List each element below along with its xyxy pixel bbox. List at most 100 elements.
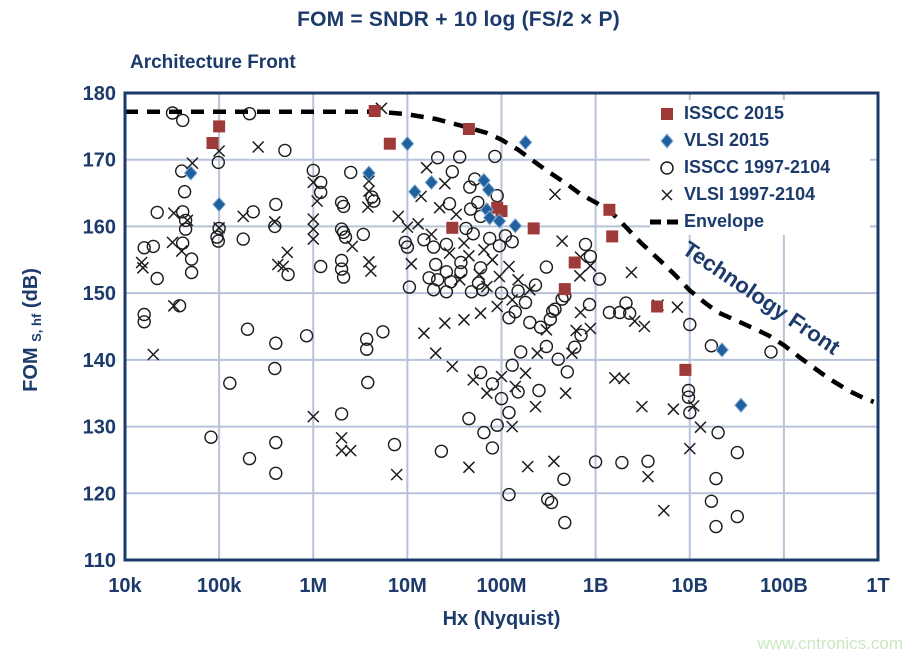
- point-isscc-1997-2104: [281, 267, 295, 282]
- point-isscc-1997-2104: [212, 221, 226, 236]
- point-vlsi-1997-2104: [635, 400, 648, 413]
- point-isscc-1997-2104: [683, 317, 697, 332]
- point-isscc-2015: [603, 203, 616, 216]
- point-isscc-1997-2104: [150, 271, 164, 286]
- legend-item-vlsi-2015: VLSI 2015: [650, 127, 870, 154]
- point-vlsi-1997-2104: [433, 201, 446, 214]
- point-isscc-1997-2104: [583, 249, 598, 264]
- x-tick-label: 100k: [197, 575, 242, 597]
- point-isscc-1997-2104: [306, 163, 320, 178]
- point-isscc-1997-2104: [683, 405, 697, 420]
- point-isscc-1997-2104: [485, 377, 500, 391]
- point-isscc-1997-2104: [422, 271, 436, 285]
- point-isscc-2015: [206, 137, 219, 149]
- y-tick-label: 130: [83, 417, 116, 439]
- point-isscc-1997-2104: [426, 283, 441, 297]
- point-vlsi-1997-2104: [625, 266, 638, 279]
- point-isscc-1997-2104: [578, 237, 593, 252]
- point-vlsi-1997-2104: [420, 161, 433, 174]
- point-isscc-1997-2104: [588, 455, 603, 469]
- y-axis-title: FOM S, hf (dB): [20, 268, 44, 392]
- point-isscc-2015: [446, 221, 459, 234]
- point-vlsi-1997-2104: [281, 246, 294, 259]
- point-isscc-1997-2104: [175, 205, 190, 219]
- point-vlsi-1997-2104: [167, 207, 180, 220]
- point-vlsi-2015: [734, 397, 748, 413]
- point-vlsi-1997-2104: [417, 327, 430, 340]
- point-isscc-1997-2104: [429, 257, 443, 272]
- point-vlsi-1997-2104: [477, 243, 490, 256]
- point-isscc-1997-2104: [268, 219, 282, 234]
- point-vlsi-2015: [183, 165, 198, 181]
- point-isscc-1997-2104: [356, 227, 370, 242]
- point-isscc-1997-2104: [492, 239, 507, 253]
- point-vlsi-1997-2104: [405, 257, 418, 270]
- circle-marker-icon: [650, 160, 684, 176]
- point-isscc-1997-2104: [434, 444, 449, 458]
- point-isscc-1997-2104: [211, 155, 226, 170]
- y-tick-label: 150: [83, 283, 116, 305]
- point-isscc-1997-2104: [387, 437, 402, 452]
- point-vlsi-1997-2104: [167, 299, 180, 312]
- point-isscc-1997-2104: [361, 375, 375, 390]
- point-isscc-1997-2104: [314, 259, 328, 274]
- point-vlsi-1997-2104: [268, 215, 281, 228]
- legend-item-isscc-2015: ISSCC 2015: [650, 100, 870, 127]
- point-vlsi-1997-2104: [512, 273, 525, 286]
- point-isscc-1997-2104: [502, 405, 516, 420]
- point-isscc-1997-2104: [178, 222, 193, 236]
- point-vlsi-1997-2104: [457, 313, 471, 326]
- point-isscc-1997-2104: [473, 365, 488, 380]
- plot-frame: [123, 91, 880, 562]
- point-isscc-1997-2104: [184, 265, 199, 280]
- architecture-front-label: Architecture Front: [130, 52, 296, 73]
- point-vlsi-1997-2104: [135, 256, 148, 269]
- point-isscc-1997-2104: [511, 284, 525, 298]
- y-tick-label: 160: [83, 216, 116, 238]
- point-isscc-1997-2104: [278, 143, 292, 158]
- point-isscc-1997-2104: [360, 342, 374, 356]
- point-isscc-2015: [568, 256, 581, 269]
- point-isscc-1997-2104: [568, 340, 582, 354]
- x-tick-label: 1M: [299, 575, 327, 597]
- point-isscc-1997-2104: [431, 150, 445, 165]
- point-vlsi-1997-2104: [493, 270, 506, 283]
- point-isscc-1997-2104: [242, 451, 257, 466]
- point-vlsi-1997-2104: [335, 444, 348, 457]
- x-tick-label: 1T: [866, 575, 889, 597]
- point-isscc-1997-2104: [360, 332, 374, 346]
- point-isscc-1997-2104: [236, 232, 250, 246]
- point-isscc-1997-2104: [336, 270, 351, 284]
- point-isscc-1997-2104: [483, 231, 497, 246]
- x-tick-label: 100M: [476, 575, 526, 597]
- point-isscc-1997-2104: [582, 297, 597, 312]
- point-isscc-1997-2104: [454, 255, 468, 270]
- point-isscc-1997-2104: [541, 492, 555, 506]
- point-vlsi-1997-2104: [392, 210, 405, 223]
- point-vlsi-1997-2104: [506, 293, 519, 306]
- point-isscc-1997-2104: [336, 199, 351, 214]
- point-isscc-1997-2104: [177, 184, 192, 199]
- point-vlsi-1997-2104: [687, 399, 700, 412]
- point-isscc-1997-2104: [269, 435, 283, 450]
- point-vlsi-1997-2104: [574, 306, 587, 319]
- point-vlsi-1997-2104: [307, 223, 320, 236]
- square-marker-icon: [650, 107, 684, 121]
- point-isscc-1997-2104: [502, 311, 516, 325]
- point-vlsi-2015: [481, 181, 496, 198]
- y-tick-label: 140: [83, 350, 116, 372]
- point-vlsi-1997-2104: [311, 195, 324, 208]
- point-vlsi-1997-2104: [509, 380, 522, 393]
- point-isscc-1997-2104: [246, 205, 260, 219]
- point-isscc-1997-2104: [137, 315, 151, 329]
- point-isscc-1997-2104: [175, 113, 190, 128]
- point-vlsi-1997-2104: [438, 177, 451, 190]
- x-tick-label: 10M: [388, 575, 427, 597]
- point-isscc-1997-2104: [240, 322, 255, 336]
- point-vlsi-1997-2104: [573, 269, 586, 282]
- point-vlsi-1997-2104: [467, 373, 480, 386]
- point-isscc-2015: [527, 222, 540, 235]
- point-vlsi-1997-2104: [556, 235, 569, 248]
- point-isscc-1997-2104: [539, 339, 554, 354]
